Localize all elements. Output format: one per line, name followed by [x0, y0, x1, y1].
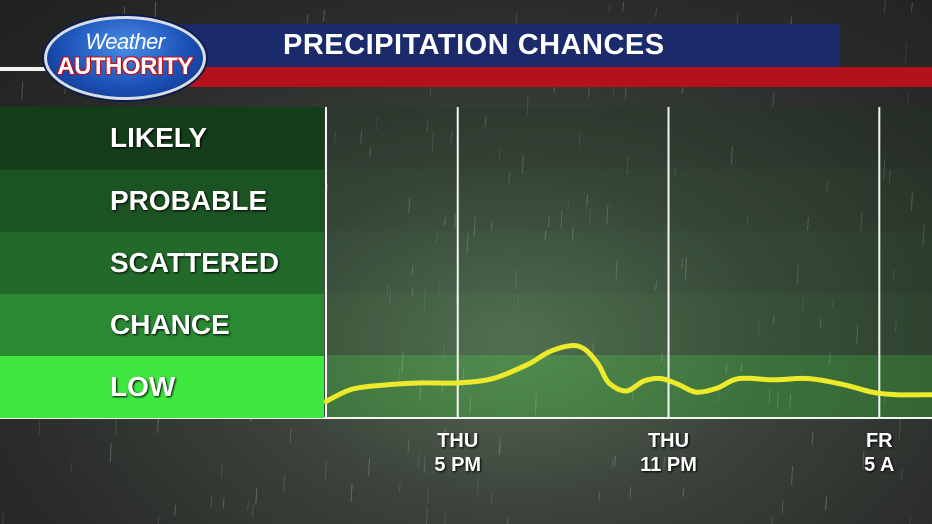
- logo-line2: AUTHORITY: [57, 53, 193, 80]
- weather-authority-logo: Weather AUTHORITY: [44, 16, 206, 100]
- chart-gridlines: [0, 107, 932, 419]
- x-tick-label-0: THU 5 PM: [398, 429, 518, 477]
- page-title: PRECIPITATION CHANCES: [283, 29, 665, 61]
- title-bar: PRECIPITATION CHANCES: [180, 24, 840, 67]
- band-area-low: [326, 355, 932, 417]
- x-tick-time: 5 PM: [434, 454, 482, 476]
- band-label-low: LOW: [110, 371, 176, 402]
- x-tick-day: FR: [865, 430, 893, 452]
- band-area-chance: [326, 293, 932, 355]
- band-probable: PROBABLE: [0, 169, 324, 232]
- band-likely: LIKELY: [0, 107, 324, 169]
- logo-line1: Weather: [85, 29, 165, 54]
- precip-chance-line: [323, 343, 932, 404]
- chart-bands: [326, 107, 932, 417]
- band-label-chance: CHANCE: [110, 309, 230, 340]
- band-label-likely: LIKELY: [110, 122, 207, 153]
- x-tick-label-2: FR 5 A: [819, 429, 932, 477]
- header-red-stripe: [180, 67, 932, 87]
- chart-series: [323, 343, 932, 404]
- x-tick-day: THU: [437, 430, 479, 452]
- x-tick-time: 5 A: [864, 454, 895, 476]
- band-label-scattered: SCATTERED: [110, 247, 280, 278]
- band-label-probable: PROBABLE: [110, 185, 268, 216]
- header-white-stripe: [0, 67, 60, 71]
- x-tick-day: THU: [647, 430, 690, 452]
- x-tick-time: 11 PM: [640, 454, 697, 476]
- band-area-scattered: [326, 231, 932, 293]
- band-area-likely: [326, 107, 932, 169]
- band-low: LOW: [0, 355, 324, 418]
- band-area-probable: [326, 169, 932, 231]
- x-tick-label-1: THU 11 PM: [609, 429, 729, 477]
- band-chance: CHANCE: [0, 293, 324, 356]
- band-scattered: SCATTERED: [0, 231, 324, 294]
